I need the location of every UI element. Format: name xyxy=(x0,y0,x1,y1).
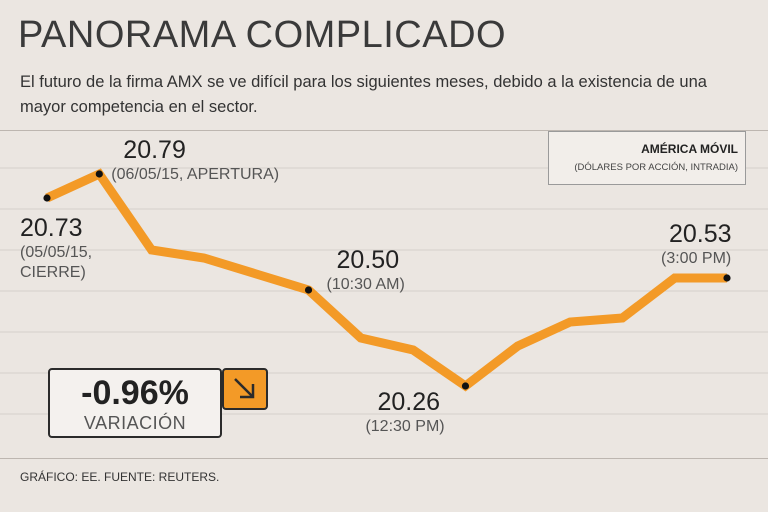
data-point xyxy=(723,274,731,282)
chart-subtitle: El futuro de la firma AMX se ve difícil … xyxy=(20,73,707,116)
data-label-value: 20.26 xyxy=(377,388,440,416)
data-point xyxy=(304,286,313,294)
header-divider xyxy=(0,130,768,131)
legend-company: AMÉRICA MÓVIL xyxy=(641,142,738,156)
down-arrow-icon xyxy=(222,368,268,410)
source-note: GRÁFICO: EE. FUENTE: REUTERS. xyxy=(20,470,220,484)
series-line xyxy=(45,168,727,392)
legend-unit: (DÓLARES POR ACCIÓN, INTRADIA) xyxy=(574,162,738,173)
data-label-note: CIERRE) xyxy=(20,264,86,281)
data-points xyxy=(43,170,731,390)
data-label-note: (06/05/15, APERTURA) xyxy=(111,166,279,183)
data-label-note: (12:30 PM) xyxy=(365,418,444,435)
data-point xyxy=(95,170,103,178)
variation-box: -0.96% VARIACIÓN xyxy=(48,368,222,438)
data-labels: 20.73 (05/05/15, CIERRE) 20.79 (06/05/15, AP… xyxy=(20,136,732,435)
data-label-note: (3:00 PM) xyxy=(661,250,731,267)
data-label-value: 20.50 xyxy=(337,246,400,274)
data-label-note: (10:30 AM) xyxy=(327,276,405,293)
data-label-value: 20.53 xyxy=(669,220,732,248)
data-label-value: 20.79 xyxy=(123,136,186,164)
footer-divider xyxy=(0,458,768,459)
data-label-value: 20.73 xyxy=(20,214,83,242)
data-label-note: (05/05/15, xyxy=(20,244,92,261)
chart-title: PANORAMA COMPLICADO xyxy=(18,14,507,56)
variation-value: -0.96% xyxy=(81,374,189,412)
data-point xyxy=(43,194,51,202)
legend-box: AMÉRICA MÓVIL (DÓLARES POR ACCIÓN, INTRA… xyxy=(548,131,746,185)
variation-label: VARIACIÓN xyxy=(83,413,187,433)
data-point xyxy=(461,382,470,390)
